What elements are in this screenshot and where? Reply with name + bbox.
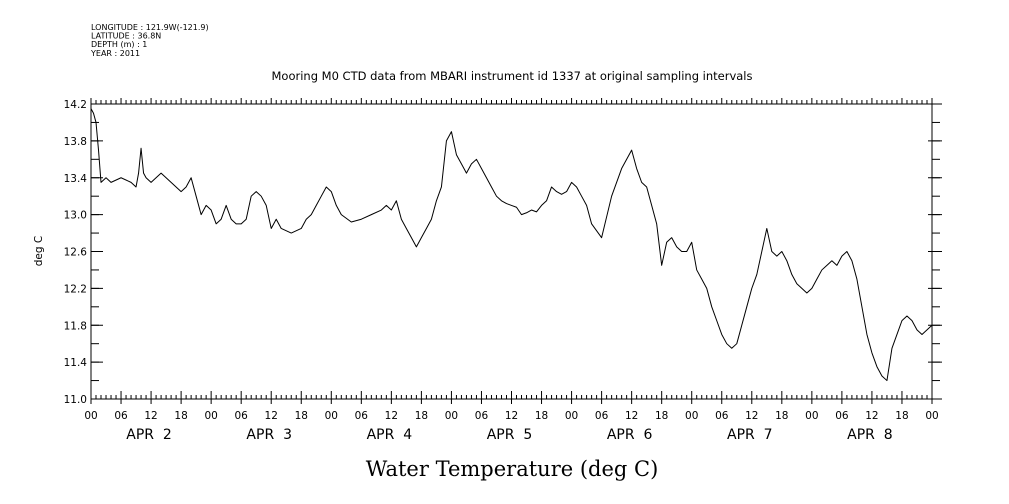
- x-tick-label: 00: [805, 410, 818, 422]
- day-label: APR 6: [607, 427, 653, 443]
- y-tick-label: 13.4: [64, 173, 88, 185]
- meta-line: LONGITUDE : 121.9W(-121.9): [91, 23, 209, 32]
- x-tick-label: 18: [535, 410, 548, 422]
- x-tick-label: 18: [775, 410, 788, 422]
- day-labels: APR 2 APR 3 APR 4 APR 5 APR 6 APR 7 APR 8: [126, 427, 892, 443]
- y-axis-left: 11.0 11.4 11.8 12.2 12.6 13.0 13.4 13.8 14.2: [64, 99, 103, 406]
- x-axis-top: [90, 98, 933, 104]
- x-axis-bottom: 00 06 12 18 00 06 12 18 00 06 12 18 00 06 12 18 00 06 12 18…: [84, 391, 939, 422]
- metadata-block: LONGITUDE : 121.9W(-121.9)LATITUDE : 36.…: [90, 23, 209, 58]
- day-label: APR 4: [367, 427, 413, 443]
- x-axis-label: Water Temperature (deg C): [366, 457, 659, 481]
- y-tick-label: 12.6: [64, 247, 88, 259]
- day-label: APR 2: [126, 427, 172, 443]
- y-tick-label: 13.8: [64, 136, 87, 148]
- y-tick-label: 14.2: [64, 99, 87, 111]
- day-label: APR 7: [727, 427, 773, 443]
- x-tick-label: 12: [265, 410, 278, 422]
- x-tick-label: 06: [715, 410, 729, 422]
- meta-line: DEPTH (m) : 1: [91, 40, 147, 49]
- meta-line: LATITUDE : 36.8N: [91, 32, 161, 41]
- x-tick-label: 12: [385, 410, 398, 422]
- y-axis-right: [928, 103, 942, 400]
- meta-line: YEAR : 2011: [90, 49, 140, 58]
- x-tick-label: 12: [625, 410, 638, 422]
- y-tick-label: 12.2: [64, 283, 87, 295]
- x-tick-label: 06: [114, 410, 128, 422]
- x-tick-label: 00: [685, 410, 698, 422]
- x-tick-label: 00: [925, 410, 938, 422]
- y-tick-label: 11.4: [64, 357, 88, 369]
- day-label: APR 3: [246, 427, 292, 443]
- x-tick-label: 12: [144, 410, 157, 422]
- y-tick-label: 11.8: [64, 320, 87, 332]
- x-tick-label: 12: [505, 410, 518, 422]
- x-tick-label: 18: [415, 410, 428, 422]
- x-tick-label: 06: [475, 410, 489, 422]
- x-tick-label: 00: [565, 410, 578, 422]
- chart-title: Mooring M0 CTD data from MBARI instrumen…: [272, 69, 753, 83]
- series-group: [90, 108, 933, 382]
- x-tick-label: 12: [865, 410, 878, 422]
- x-tick-label: 00: [325, 410, 338, 422]
- y-axis-label: deg C: [33, 236, 45, 266]
- x-tick-label: 06: [234, 410, 248, 422]
- y-tick-label: 13.0: [64, 210, 87, 222]
- temperature-series-line: [90, 108, 933, 382]
- x-tick-label: 18: [895, 410, 908, 422]
- x-tick-label: 00: [204, 410, 217, 422]
- x-tick-label: 18: [174, 410, 187, 422]
- x-tick-label: 00: [84, 410, 97, 422]
- x-tick-label: 06: [355, 410, 369, 422]
- day-label: APR 5: [487, 427, 533, 443]
- day-label: APR 8: [847, 427, 893, 443]
- x-tick-label: 06: [595, 410, 609, 422]
- plot-frame: [90, 103, 933, 400]
- x-tick-label: 00: [445, 410, 458, 422]
- x-tick-label: 12: [745, 410, 758, 422]
- x-tick-label: 18: [655, 410, 668, 422]
- x-tick-label: 06: [835, 410, 849, 422]
- y-tick-label: 11.0: [64, 394, 87, 406]
- x-tick-label: 18: [295, 410, 308, 422]
